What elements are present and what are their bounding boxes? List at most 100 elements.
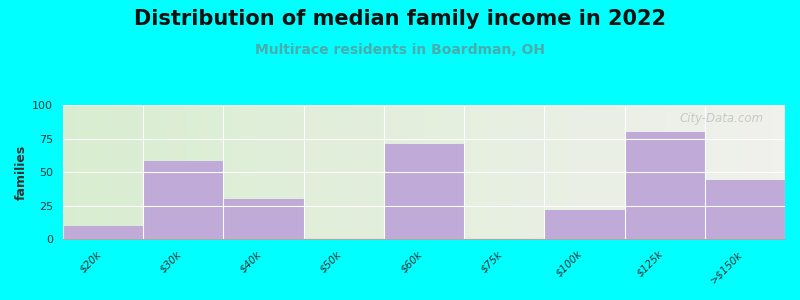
Bar — [258, 105, 262, 239]
Bar — [128, 105, 131, 239]
Bar — [92, 105, 95, 239]
Bar — [338, 105, 341, 239]
Bar — [702, 105, 706, 239]
Bar — [583, 105, 586, 239]
Bar — [460, 105, 464, 239]
Bar — [720, 105, 724, 239]
Bar — [223, 199, 303, 239]
Bar — [301, 105, 305, 239]
Bar — [384, 105, 388, 239]
Bar — [716, 105, 720, 239]
Bar — [453, 105, 457, 239]
Bar — [211, 105, 214, 239]
Bar — [286, 105, 290, 239]
Bar — [316, 105, 319, 239]
Bar — [590, 105, 594, 239]
Bar — [550, 105, 554, 239]
Bar — [95, 105, 99, 239]
Bar — [753, 105, 756, 239]
Bar — [705, 180, 785, 239]
Bar — [634, 105, 637, 239]
Bar — [99, 105, 102, 239]
Bar — [687, 105, 691, 239]
Bar — [420, 105, 424, 239]
Bar — [532, 105, 536, 239]
Bar — [413, 105, 417, 239]
Bar — [63, 226, 143, 239]
Bar — [305, 105, 309, 239]
Bar — [770, 105, 774, 239]
Bar — [734, 105, 738, 239]
Bar — [150, 105, 153, 239]
Bar — [178, 105, 182, 239]
Bar — [738, 105, 742, 239]
Bar — [518, 105, 522, 239]
Bar — [544, 210, 625, 239]
Bar — [85, 105, 88, 239]
Bar — [186, 105, 190, 239]
Bar — [727, 105, 731, 239]
Bar — [503, 105, 507, 239]
Bar — [662, 105, 666, 239]
Bar — [124, 105, 128, 239]
Bar — [713, 105, 716, 239]
Bar — [626, 105, 630, 239]
Bar — [319, 105, 323, 239]
Bar — [63, 105, 66, 239]
Bar — [359, 105, 362, 239]
Bar — [298, 105, 301, 239]
Bar — [240, 105, 243, 239]
Bar — [164, 105, 167, 239]
Bar — [233, 105, 236, 239]
Bar — [218, 105, 222, 239]
Bar — [666, 105, 670, 239]
Bar — [143, 161, 223, 239]
Bar — [74, 105, 78, 239]
Bar — [724, 105, 727, 239]
Bar — [677, 105, 680, 239]
Bar — [157, 105, 160, 239]
Bar — [760, 105, 763, 239]
Bar — [214, 105, 218, 239]
Bar — [193, 105, 197, 239]
Bar — [486, 105, 489, 239]
Bar — [648, 105, 651, 239]
Bar — [243, 105, 247, 239]
Bar — [543, 105, 546, 239]
Bar — [78, 105, 81, 239]
Bar — [507, 105, 510, 239]
Bar — [121, 105, 124, 239]
Bar — [694, 105, 698, 239]
Bar — [410, 105, 413, 239]
Bar — [630, 105, 634, 239]
Bar — [625, 132, 705, 239]
Bar — [691, 105, 694, 239]
Bar — [522, 105, 525, 239]
Bar — [749, 105, 753, 239]
Bar — [601, 105, 605, 239]
Bar — [622, 105, 626, 239]
Bar — [619, 105, 622, 239]
Bar — [641, 105, 644, 239]
Bar — [756, 105, 760, 239]
Bar — [525, 105, 529, 239]
Bar — [374, 105, 377, 239]
Bar — [442, 105, 446, 239]
Bar — [290, 105, 294, 239]
Bar — [222, 105, 226, 239]
Bar — [651, 105, 655, 239]
Bar — [117, 105, 121, 239]
Bar — [175, 105, 178, 239]
Bar — [579, 105, 583, 239]
Bar — [446, 105, 450, 239]
Bar — [746, 105, 749, 239]
Bar — [171, 105, 175, 239]
Bar — [698, 105, 702, 239]
Bar — [229, 105, 233, 239]
Bar — [558, 105, 561, 239]
Bar — [70, 105, 74, 239]
Bar — [197, 105, 200, 239]
Bar — [782, 105, 785, 239]
Bar — [294, 105, 298, 239]
Bar — [489, 105, 493, 239]
